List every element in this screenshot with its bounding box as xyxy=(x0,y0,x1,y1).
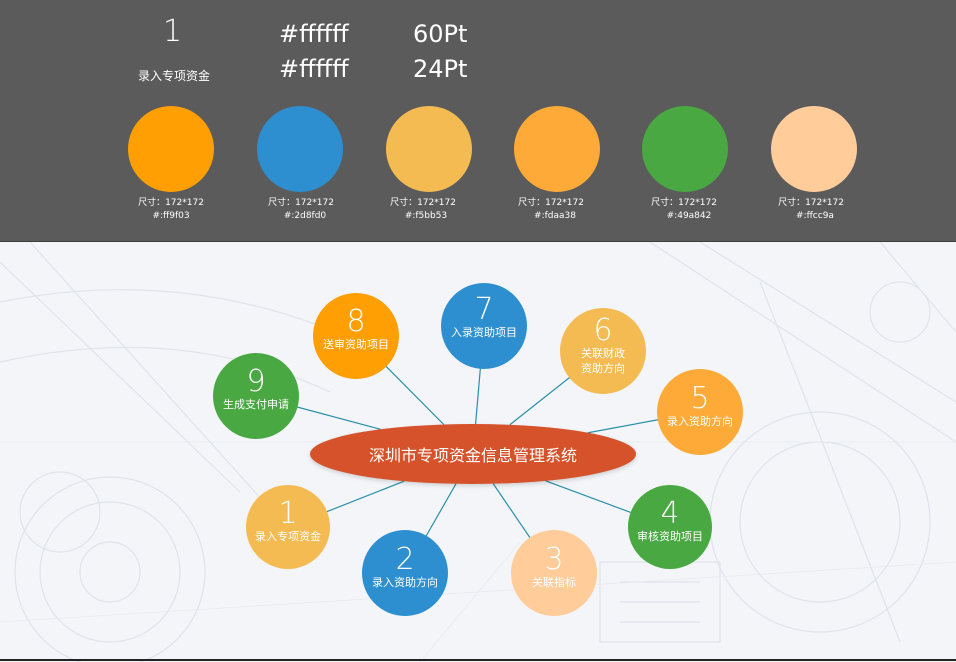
step-node-3[interactable]: 3 关联指标 xyxy=(511,530,597,616)
color-swatch xyxy=(128,106,214,192)
color-swatch xyxy=(386,106,472,192)
spec-label-size: 24Pt xyxy=(413,55,468,83)
system-diagram: 1 录入专项资金 2 录入资助方向 3 关联指标 4 审核资助项目 5 录入资助… xyxy=(0,241,956,662)
step-label: 录入资助方向 xyxy=(667,415,733,428)
step-label: 生成支付申请 xyxy=(223,398,289,411)
spec-number-sample: 1 xyxy=(163,14,183,49)
bottom-border xyxy=(0,659,956,661)
step-label: 录入资助方向 xyxy=(372,576,438,589)
step-label: 送审资助项目 xyxy=(323,338,389,351)
step-number: 8 xyxy=(346,304,366,339)
step-label: 审核资助项目 xyxy=(637,530,703,543)
step-number: 5 xyxy=(690,381,710,416)
step-number: 7 xyxy=(474,292,494,327)
step-node-4[interactable]: 4 审核资助项目 xyxy=(628,485,712,569)
swatch-size: 尺寸：172*172 xyxy=(651,198,717,208)
swatch-hex: #:2d8fd0 xyxy=(283,211,327,221)
step-node-1[interactable]: 1 录入专项资金 xyxy=(246,485,330,569)
color-swatch xyxy=(257,106,343,192)
swatch-size: 尺寸：172*172 xyxy=(518,198,584,208)
swatch-hex: #:ffcc9a xyxy=(796,211,834,221)
swatch-size: 尺寸：172*172 xyxy=(778,198,844,208)
swatch-hex: #:ff9f03 xyxy=(152,211,190,221)
step-number: 4 xyxy=(660,496,680,531)
style-spec-panel: 1 录入专项资金 #ffffff #ffffff 60Pt 24Pt 尺寸：17… xyxy=(0,0,956,241)
step-label: 关联财政资助方向 xyxy=(581,347,625,375)
step-number: 9 xyxy=(246,364,266,399)
swatch-hex: #:49a842 xyxy=(666,211,712,221)
swatch-size: 尺寸：172*172 xyxy=(138,198,204,208)
step-node-8[interactable]: 8 送审资助项目 xyxy=(313,293,399,379)
step-number: 6 xyxy=(593,313,613,348)
step-node-6[interactable]: 6 关联财政资助方向 xyxy=(560,308,646,394)
spec-number-size: 60Pt xyxy=(413,20,468,48)
central-system-node[interactable]: 深圳市专项资金信息管理系统 xyxy=(310,424,636,484)
step-node-5[interactable]: 5 录入资助方向 xyxy=(657,369,743,455)
step-node-2[interactable]: 2 录入资助方向 xyxy=(362,530,448,616)
color-swatch xyxy=(514,106,600,192)
swatch-size: 尺寸：172*172 xyxy=(268,198,334,208)
step-number: 2 xyxy=(395,542,415,577)
step-number: 1 xyxy=(278,496,298,531)
central-system-label: 深圳市专项资金信息管理系统 xyxy=(368,446,577,465)
swatch-size: 尺寸：172*172 xyxy=(390,198,456,208)
swatch-hex: #:f5bb53 xyxy=(404,211,448,221)
swatch-hex: #:fdaa38 xyxy=(534,211,576,221)
spec-label-color: #ffffff xyxy=(279,55,349,83)
spec-label-sample: 录入专项资金 xyxy=(138,69,211,83)
step-label: 入录资助项目 xyxy=(451,326,517,339)
step-node-9[interactable]: 9 生成支付申请 xyxy=(213,353,299,439)
step-number: 3 xyxy=(544,542,564,577)
step-label: 录入专项资金 xyxy=(255,530,321,543)
spec-number-color: #ffffff xyxy=(279,20,349,48)
color-swatch xyxy=(642,106,728,192)
color-swatch xyxy=(771,106,857,192)
step-label: 关联指标 xyxy=(532,576,576,589)
step-node-7[interactable]: 7 入录资助项目 xyxy=(441,283,527,369)
